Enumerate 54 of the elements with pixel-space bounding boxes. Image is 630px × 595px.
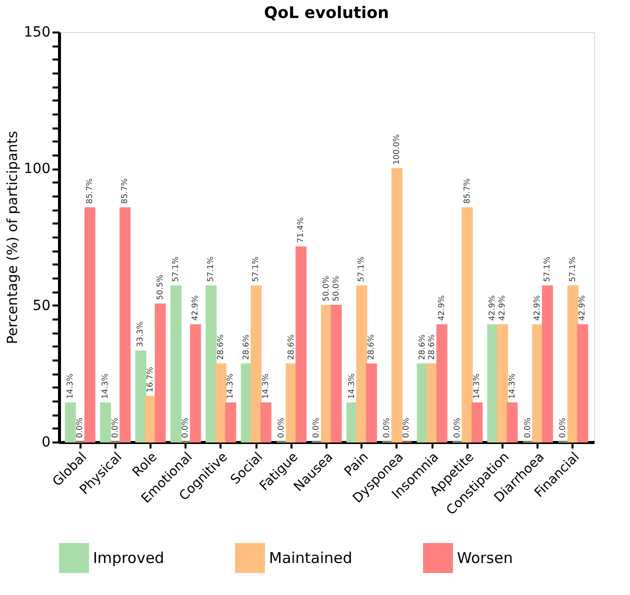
data-label: 14.3% <box>346 373 356 399</box>
y-tick-label: 50 <box>32 298 50 314</box>
data-label: 0.0% <box>452 417 462 438</box>
data-label: 57.1% <box>542 256 552 282</box>
data-label: 57.1% <box>206 256 216 282</box>
legend-label: Improved <box>93 549 164 567</box>
data-label: 85.7% <box>84 178 94 204</box>
data-label: 14.3% <box>260 373 270 399</box>
data-label: 50.5% <box>155 274 164 300</box>
data-label: 85.7% <box>462 178 472 204</box>
y-axis-title: Percentage (%) of participants <box>4 130 21 344</box>
data-label: 28.6% <box>286 334 296 360</box>
data-label: 16.7% <box>146 366 155 392</box>
data-label: 0.0% <box>402 417 411 438</box>
data-label: 0.0% <box>110 417 120 438</box>
data-label: 57.1% <box>568 256 577 282</box>
data-label: 42.9% <box>488 294 497 321</box>
legend-label: Worsen <box>457 549 513 567</box>
data-label: 14.3% <box>226 373 235 399</box>
data-label: 28.6% <box>216 334 225 360</box>
data-label: 0.0% <box>276 417 286 438</box>
data-label: 28.6% <box>427 334 436 360</box>
data-label: 57.1% <box>170 256 180 282</box>
data-label: 0.0% <box>75 417 84 438</box>
data-label: 50.0% <box>331 276 340 302</box>
data-label: 0.0% <box>180 417 190 438</box>
data-label: 42.9% <box>532 294 542 321</box>
data-label: 0.0% <box>312 417 321 438</box>
data-label: 0.0% <box>558 417 568 438</box>
data-label: 14.3% <box>65 373 74 399</box>
y-tick-label: 0 <box>42 434 50 450</box>
data-label: 85.7% <box>120 178 130 204</box>
y-tick-label: 150 <box>24 24 50 40</box>
data-label: 42.9% <box>190 294 200 321</box>
data-label: 42.9% <box>436 294 446 321</box>
data-label: 100.0% <box>392 134 401 165</box>
data-label: 14.3% <box>472 373 482 399</box>
data-label: 0.0% <box>382 417 392 438</box>
y-tick-label: 100 <box>24 161 50 178</box>
data-label: 42.9% <box>497 294 506 321</box>
data-label: 28.6% <box>417 334 426 360</box>
data-label: 28.6% <box>366 334 376 360</box>
data-label: 28.6% <box>241 334 250 360</box>
chart-title: QoL evolution <box>264 3 390 22</box>
data-label: 33.3% <box>136 321 145 347</box>
legend-label: Maintained <box>269 549 352 567</box>
data-label: 71.4% <box>296 217 306 243</box>
data-label: 0.0% <box>522 417 532 438</box>
data-label: 50.0% <box>322 276 330 302</box>
data-label: 14.3% <box>100 373 110 399</box>
data-label: 57.1% <box>356 256 366 282</box>
data-label: 57.1% <box>251 256 260 282</box>
data-label: 14.3% <box>507 373 516 399</box>
data-label: 42.9% <box>578 294 587 321</box>
